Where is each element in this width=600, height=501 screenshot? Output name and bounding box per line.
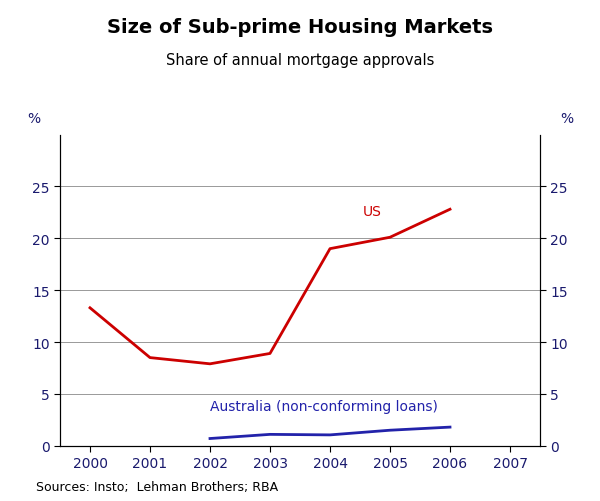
Text: %: % xyxy=(560,112,573,126)
Text: Australia (non-conforming loans): Australia (non-conforming loans) xyxy=(210,399,438,413)
Text: US: US xyxy=(363,204,382,218)
Text: %: % xyxy=(27,112,40,126)
Text: Sources: Insto;  Lehman Brothers; RBA: Sources: Insto; Lehman Brothers; RBA xyxy=(36,480,278,493)
Text: Share of annual mortgage approvals: Share of annual mortgage approvals xyxy=(166,53,434,68)
Text: Size of Sub-prime Housing Markets: Size of Sub-prime Housing Markets xyxy=(107,18,493,37)
